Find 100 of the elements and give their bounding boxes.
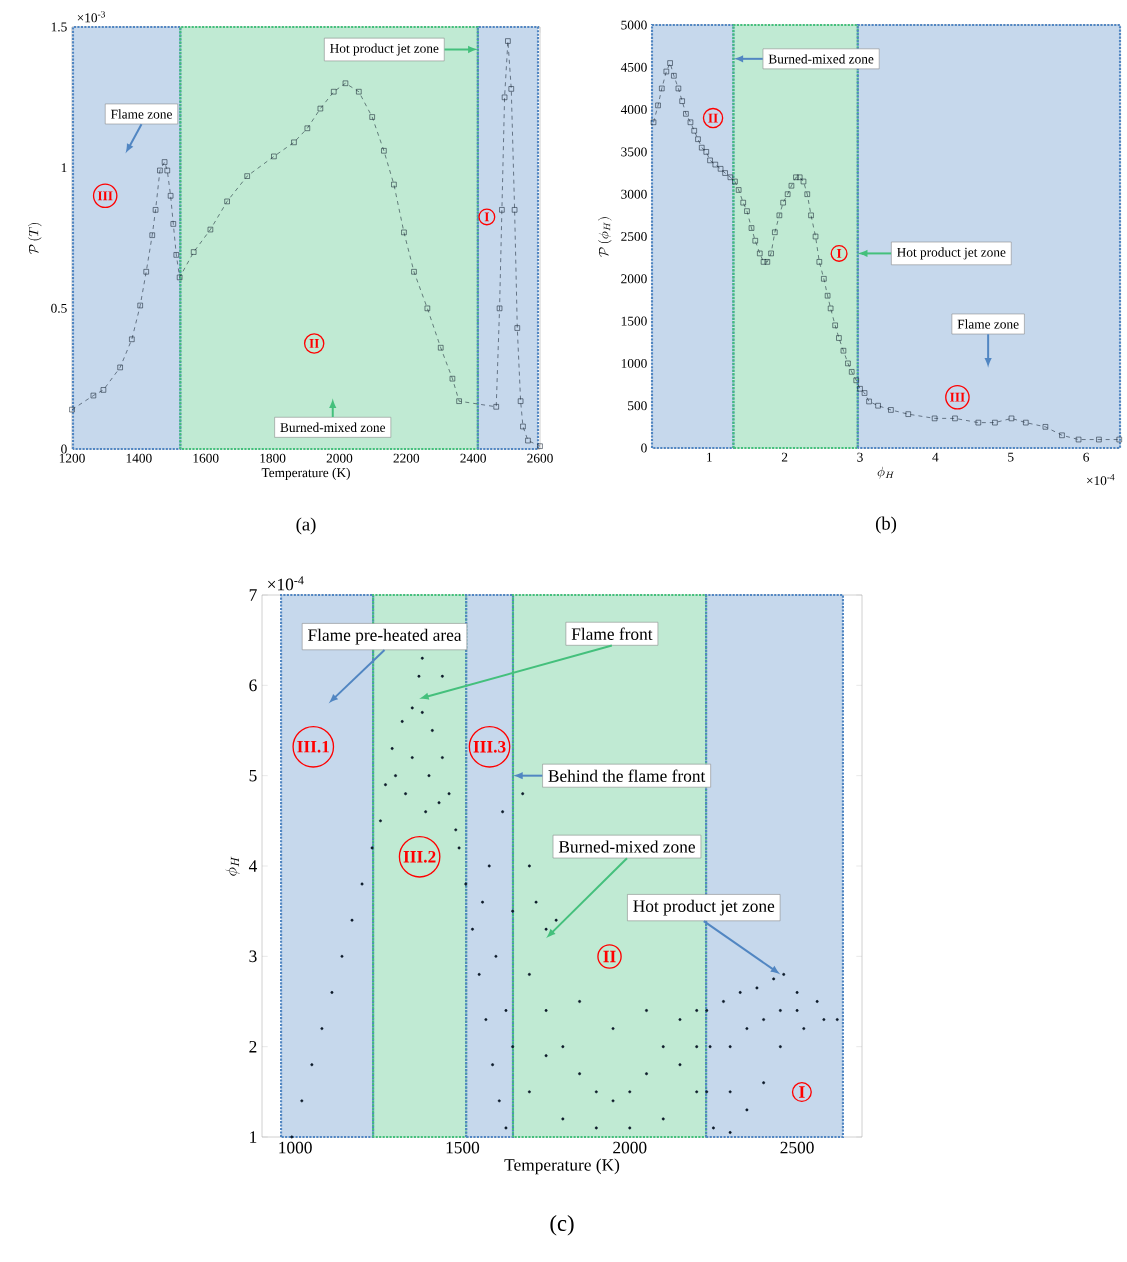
y-tick-label: 0 [61, 444, 67, 454]
y-tick-label: 2 [249, 1040, 257, 1053]
point [244, 173, 250, 179]
text: ×10$^{-4}$ [1087, 474, 1115, 486]
band-label: II [603, 950, 616, 963]
x-axis-title: $\phi_H$ [877, 466, 894, 479]
y-tick-label: 500 [628, 401, 647, 411]
point [157, 167, 163, 174]
annotation: Flame zone [957, 319, 1019, 329]
point [401, 229, 407, 236]
y-tick-label: 1000 [621, 358, 647, 368]
point [342, 80, 349, 86]
x-tick-label: 2600 [527, 453, 553, 463]
x-axis-title: Temperature (K) [504, 1158, 620, 1175]
text: (a) [296, 517, 316, 535]
point [90, 392, 97, 399]
annotation: Burned-mixed zone [768, 54, 874, 64]
point [508, 86, 514, 92]
point [161, 159, 168, 165]
band-label: III [97, 191, 113, 201]
y-tick-label: 2500 [621, 232, 647, 241]
point [167, 193, 174, 199]
point [369, 114, 375, 120]
x-tick-label: 2500 [780, 1141, 814, 1154]
point [499, 207, 505, 213]
y-tick-label: 7 [249, 589, 257, 601]
x-tick-label: 1800 [260, 453, 286, 463]
annotation: Hot product jet zone [897, 247, 1006, 260]
point [424, 305, 431, 312]
y-tick-label: 5000 [621, 20, 647, 30]
point [331, 89, 337, 95]
point [304, 125, 311, 131]
y-tick-label: 1 [250, 1131, 257, 1143]
y-tick-label: 1500 [621, 316, 647, 326]
point [164, 167, 170, 174]
text: (b) [875, 516, 897, 534]
y-tick-label: 3000 [621, 189, 647, 199]
point [391, 181, 397, 188]
point [191, 249, 197, 255]
point [525, 437, 531, 444]
y-tick-label: 4500 [620, 62, 647, 72]
point [493, 404, 499, 410]
y-axis-title: $\mathcal{P}\,(\phi_H)$ [598, 217, 612, 257]
annotation: Flame zone [110, 109, 172, 119]
y-tick-label: 2000 [621, 274, 647, 284]
x-tick-label: 3 [857, 452, 863, 462]
annotation: Flame front [571, 627, 653, 640]
text: ×10$^{-4}$ [268, 576, 304, 591]
text: ×10$^{-3}$ [77, 11, 105, 23]
text: (c) [550, 1215, 574, 1236]
band-label: III.1 [297, 740, 330, 753]
x-axis-title: Temperature (K) [261, 467, 350, 480]
point [496, 305, 503, 312]
point [520, 423, 526, 430]
band-label: I [484, 212, 490, 222]
point [449, 376, 456, 382]
point [224, 198, 230, 205]
x-tick-label: 2 [781, 452, 788, 462]
x-tick-label: 1200 [59, 453, 85, 463]
band-label: II [309, 339, 319, 348]
point [438, 345, 444, 351]
point [271, 153, 277, 160]
point [291, 139, 297, 146]
point [129, 336, 135, 342]
x-tick-label: 1 [707, 452, 712, 462]
band-label: III [950, 392, 965, 402]
point [511, 207, 518, 213]
band-label: III.2 [403, 850, 436, 863]
y-tick-label: 1 [61, 163, 67, 173]
point [317, 105, 324, 112]
point [143, 269, 149, 275]
point [517, 398, 524, 404]
x-tick-label: 1500 [446, 1141, 480, 1154]
y-tick-label: 3500 [621, 147, 647, 157]
y-tick-label: 0 [641, 443, 647, 453]
x-tick-label: 2000 [326, 453, 353, 463]
band-label: I [836, 249, 842, 258]
point [501, 94, 508, 100]
y-tick-label: 1.5 [51, 22, 67, 32]
x-tick-label: 1400 [126, 453, 152, 463]
x-tick-label: 5 [1008, 452, 1014, 462]
annotation: Behind the flame front [548, 769, 706, 782]
point [356, 89, 362, 95]
point [173, 252, 179, 258]
point [456, 398, 462, 404]
point [176, 274, 183, 281]
x-tick-label: 1000 [279, 1141, 312, 1154]
band-label: III.3 [473, 740, 506, 753]
point [100, 387, 107, 393]
y-tick-label: 5 [249, 769, 257, 782]
x-tick-label: 4 [932, 452, 939, 462]
annotation: Hot product jet zone [330, 43, 439, 56]
point [514, 325, 520, 331]
annotation: Burned-mixed zone [558, 840, 695, 853]
annotation: Burned-mixed zone [280, 422, 386, 433]
point [411, 269, 417, 275]
y-tick-label: 4 [248, 860, 258, 872]
y-tick-label: 4000 [620, 105, 647, 115]
y-tick-label: 6 [249, 679, 257, 692]
band-label: I [799, 1086, 805, 1098]
